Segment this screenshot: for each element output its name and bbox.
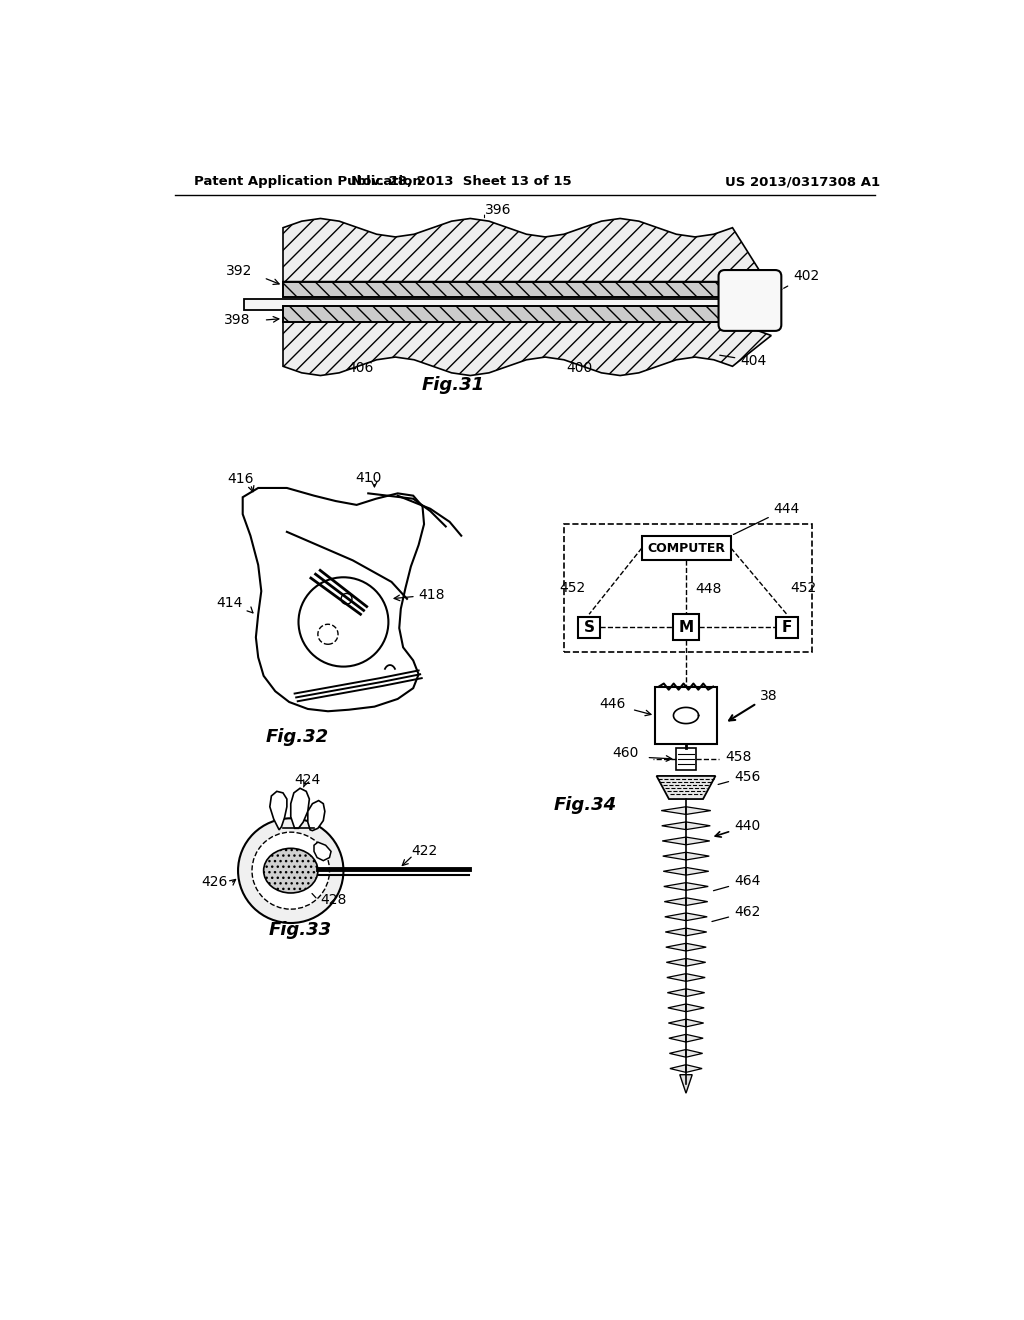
Polygon shape [668, 1005, 686, 1011]
Polygon shape [662, 822, 686, 829]
Text: 460: 460 [612, 747, 639, 760]
Polygon shape [283, 218, 771, 289]
Polygon shape [686, 883, 709, 890]
Polygon shape [662, 807, 686, 814]
Text: 456: 456 [718, 770, 761, 784]
Polygon shape [686, 928, 707, 936]
Bar [283, 306, 732, 322]
Polygon shape [669, 1035, 686, 1041]
Polygon shape [308, 800, 325, 830]
Polygon shape [686, 822, 711, 829]
Polygon shape [686, 944, 707, 950]
Polygon shape [283, 322, 771, 376]
Text: 426: 426 [201, 875, 227, 890]
Text: 458: 458 [726, 750, 752, 763]
Polygon shape [686, 898, 708, 906]
Text: 462: 462 [712, 906, 761, 921]
Polygon shape [665, 913, 686, 920]
Text: Fig.32: Fig.32 [265, 729, 329, 746]
Polygon shape [656, 776, 716, 799]
Ellipse shape [263, 849, 317, 892]
Text: Fig.34: Fig.34 [554, 796, 616, 814]
Polygon shape [686, 807, 711, 814]
Text: 416: 416 [227, 473, 254, 486]
Polygon shape [664, 867, 686, 875]
Polygon shape [669, 1019, 686, 1027]
Polygon shape [270, 792, 287, 830]
Text: 464: 464 [714, 874, 761, 891]
Polygon shape [686, 1049, 702, 1057]
Polygon shape [291, 788, 309, 829]
Circle shape [238, 818, 343, 923]
Polygon shape [686, 1005, 705, 1011]
Text: 424: 424 [295, 772, 321, 787]
Text: 406: 406 [347, 362, 374, 375]
Text: 446: 446 [599, 697, 626, 710]
Text: Nov. 28, 2013  Sheet 13 of 15: Nov. 28, 2013 Sheet 13 of 15 [351, 176, 571, 187]
Polygon shape [663, 853, 686, 859]
Text: Fig.31: Fig.31 [422, 376, 485, 393]
Text: 400: 400 [566, 362, 592, 375]
Text: 452: 452 [790, 581, 816, 595]
Polygon shape [680, 1074, 692, 1093]
Text: 440: 440 [715, 818, 760, 837]
Polygon shape [670, 1049, 686, 1057]
Text: 452: 452 [559, 581, 585, 595]
Bar [642, 536, 731, 561]
Text: M: M [679, 620, 693, 635]
Polygon shape [314, 842, 331, 861]
Text: COMPUTER: COMPUTER [647, 541, 725, 554]
Text: 392: 392 [225, 264, 252, 279]
Bar [776, 616, 798, 638]
Text: Fig.33: Fig.33 [268, 921, 332, 939]
Text: Patent Application Publication: Patent Application Publication [194, 176, 422, 187]
Text: F: F [781, 620, 792, 635]
Text: 448: 448 [695, 582, 722, 595]
Polygon shape [666, 928, 686, 936]
Bar [283, 281, 732, 297]
Text: 396: 396 [484, 203, 511, 216]
Polygon shape [667, 958, 686, 966]
Polygon shape [663, 837, 686, 845]
Text: 428: 428 [321, 892, 346, 907]
Polygon shape [667, 974, 686, 981]
Polygon shape [686, 974, 706, 981]
Polygon shape [686, 1035, 703, 1041]
Text: 422: 422 [411, 845, 437, 858]
Text: 398: 398 [224, 313, 251, 327]
Polygon shape [666, 944, 686, 950]
Text: 410: 410 [355, 471, 381, 484]
Text: 418: 418 [394, 587, 445, 602]
Polygon shape [686, 913, 708, 920]
Polygon shape [665, 898, 686, 906]
Bar [655, 686, 717, 744]
Text: 402: 402 [781, 269, 819, 289]
Polygon shape [686, 837, 710, 845]
Polygon shape [670, 1065, 686, 1072]
Text: 404: 404 [720, 354, 767, 368]
Bar [676, 748, 696, 770]
Text: S: S [584, 620, 595, 635]
Polygon shape [664, 883, 686, 890]
Text: 38: 38 [729, 689, 777, 721]
Polygon shape [686, 958, 706, 966]
Polygon shape [686, 989, 705, 997]
Text: US 2013/0317308 A1: US 2013/0317308 A1 [725, 176, 880, 187]
Circle shape [252, 832, 330, 909]
Bar [579, 616, 600, 638]
Text: 444: 444 [733, 502, 800, 535]
Polygon shape [686, 867, 709, 875]
Polygon shape [686, 1019, 703, 1027]
Polygon shape [686, 1065, 702, 1072]
Bar [673, 614, 699, 640]
Bar [245, 298, 744, 310]
Text: 414: 414 [216, 595, 243, 610]
Polygon shape [668, 989, 686, 997]
Bar [564, 524, 812, 652]
Polygon shape [686, 853, 710, 859]
FancyBboxPatch shape [719, 271, 781, 331]
